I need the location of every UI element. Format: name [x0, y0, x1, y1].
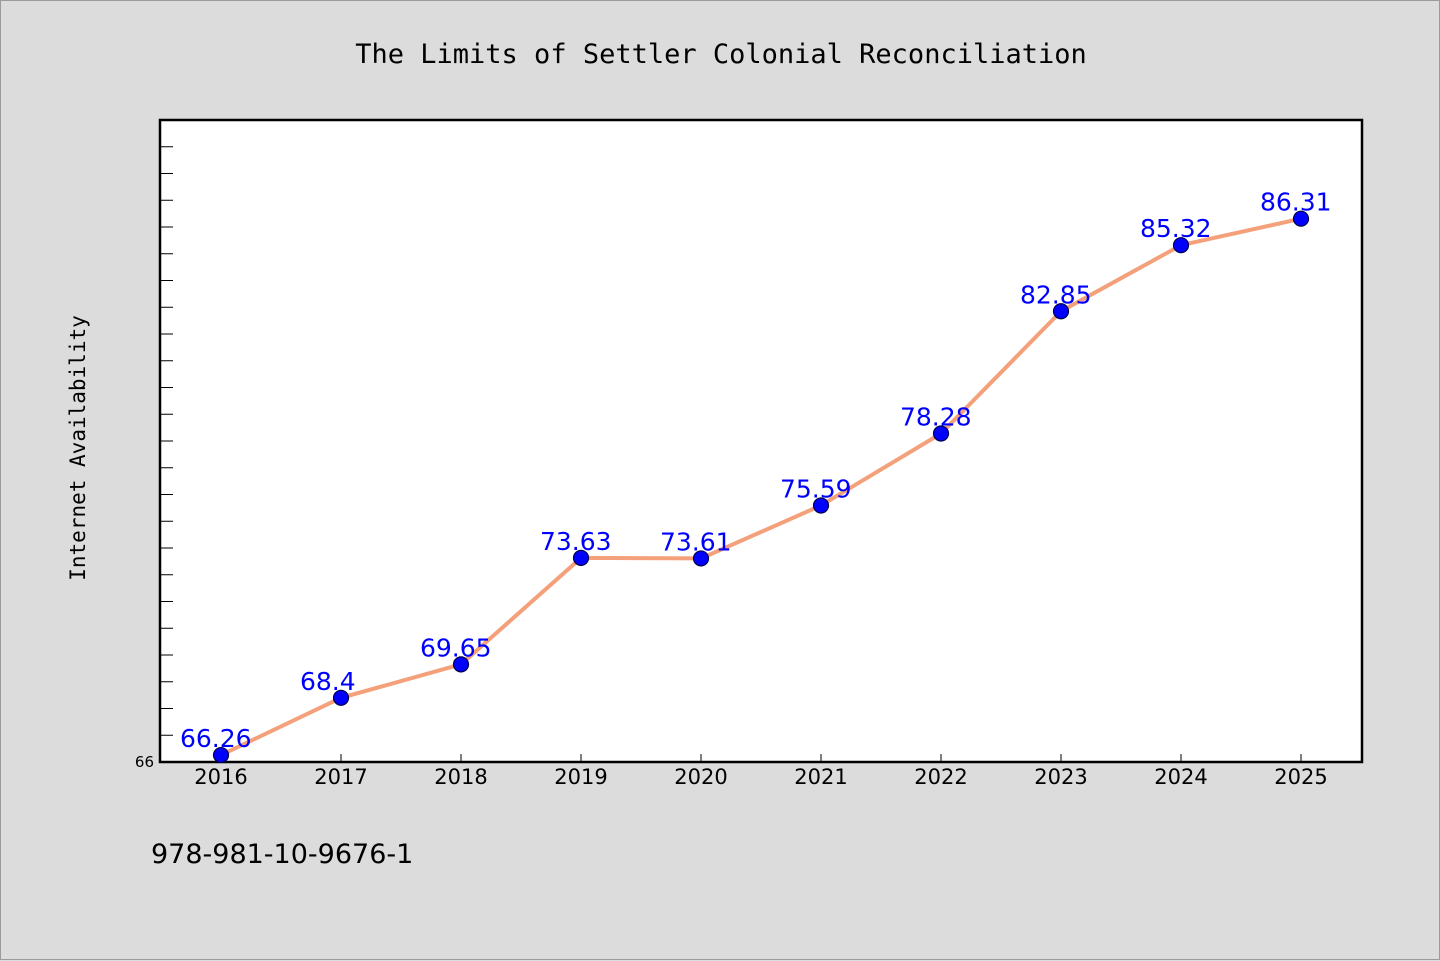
data-label: 73.61: [660, 527, 732, 556]
chart-title: The Limits of Settler Colonial Reconcili…: [355, 39, 1087, 70]
y-axis-ticks: 66: [135, 146, 173, 771]
isbn-text: 978-981-10-9676-1: [151, 839, 413, 870]
data-point: [812, 497, 830, 514]
data-label: 78.28: [900, 403, 972, 432]
x-tick-label: 2018: [434, 765, 487, 789]
data-point: [692, 550, 710, 567]
data-point: [332, 689, 350, 706]
series-layer: [212, 210, 1310, 764]
x-tick-label: 2019: [554, 765, 607, 789]
x-axis-ticks: 2016 2017 2018 2019 2020 2021 2022 2023 2024 2025: [194, 754, 1328, 789]
series-line: [219, 216, 1303, 758]
x-tick-label: 2025: [1274, 765, 1327, 789]
y-axis-label: Internet Availability: [66, 315, 90, 581]
data-point: [1172, 237, 1190, 254]
data-label: 73.63: [540, 527, 612, 556]
data-label: 82.85: [1020, 280, 1092, 309]
x-tick-label: 2024: [1154, 765, 1207, 789]
data-point: [1052, 303, 1070, 320]
x-tick-label: 2023: [1034, 765, 1087, 789]
data-point: [932, 425, 950, 442]
data-point: [1292, 210, 1310, 227]
y-tick-label: 66: [135, 753, 154, 771]
x-tick-label: 2017: [314, 765, 367, 789]
data-labels: 66.26 68.4 69.65 73.63 73.61 75.59 78.28 82.85 8…: [180, 188, 1332, 753]
data-label: 66.26: [180, 724, 252, 753]
data-label: 68.4: [300, 667, 356, 696]
plot-area: [158, 118, 1364, 764]
data-label: 85.32: [1140, 214, 1212, 243]
data-label: 69.65: [420, 633, 492, 662]
x-tick-label: 2022: [914, 765, 967, 789]
x-tick-label: 2021: [794, 765, 847, 789]
data-label: 86.31: [1260, 188, 1332, 217]
data-label: 75.59: [780, 474, 852, 503]
data-point: [572, 549, 590, 566]
x-tick-label: 2016: [194, 765, 247, 789]
data-point: [212, 746, 230, 764]
data-point: [452, 656, 470, 673]
x-tick-label: 2020: [674, 765, 727, 789]
